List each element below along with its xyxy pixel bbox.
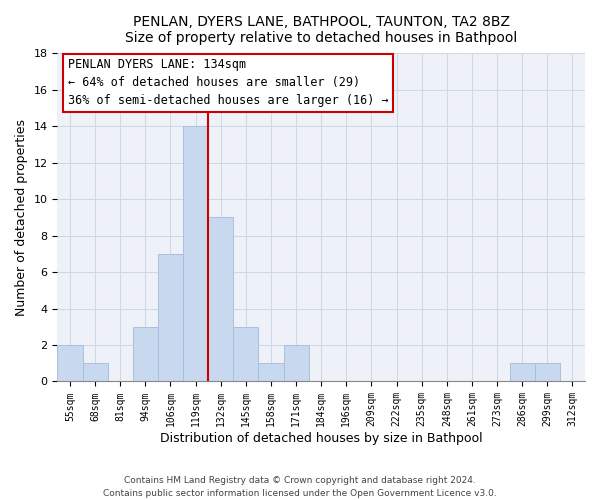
Y-axis label: Number of detached properties: Number of detached properties (15, 119, 28, 316)
Text: PENLAN DYERS LANE: 134sqm
← 64% of detached houses are smaller (29)
36% of semi-: PENLAN DYERS LANE: 134sqm ← 64% of detac… (68, 58, 389, 107)
Bar (259, 363, 284, 382)
Bar (208, 218, 233, 382)
X-axis label: Distribution of detached houses by size in Bathpool: Distribution of detached houses by size … (160, 432, 482, 445)
Bar (83, 363, 107, 382)
Bar (535, 363, 560, 382)
Bar (284, 345, 308, 382)
Bar (183, 126, 208, 382)
Bar (58, 345, 83, 382)
Text: Contains HM Land Registry data © Crown copyright and database right 2024.
Contai: Contains HM Land Registry data © Crown c… (103, 476, 497, 498)
Title: PENLAN, DYERS LANE, BATHPOOL, TAUNTON, TA2 8BZ
Size of property relative to deta: PENLAN, DYERS LANE, BATHPOOL, TAUNTON, T… (125, 15, 517, 45)
Bar (158, 254, 183, 382)
Bar (233, 327, 259, 382)
Bar (509, 363, 535, 382)
Bar (133, 327, 158, 382)
